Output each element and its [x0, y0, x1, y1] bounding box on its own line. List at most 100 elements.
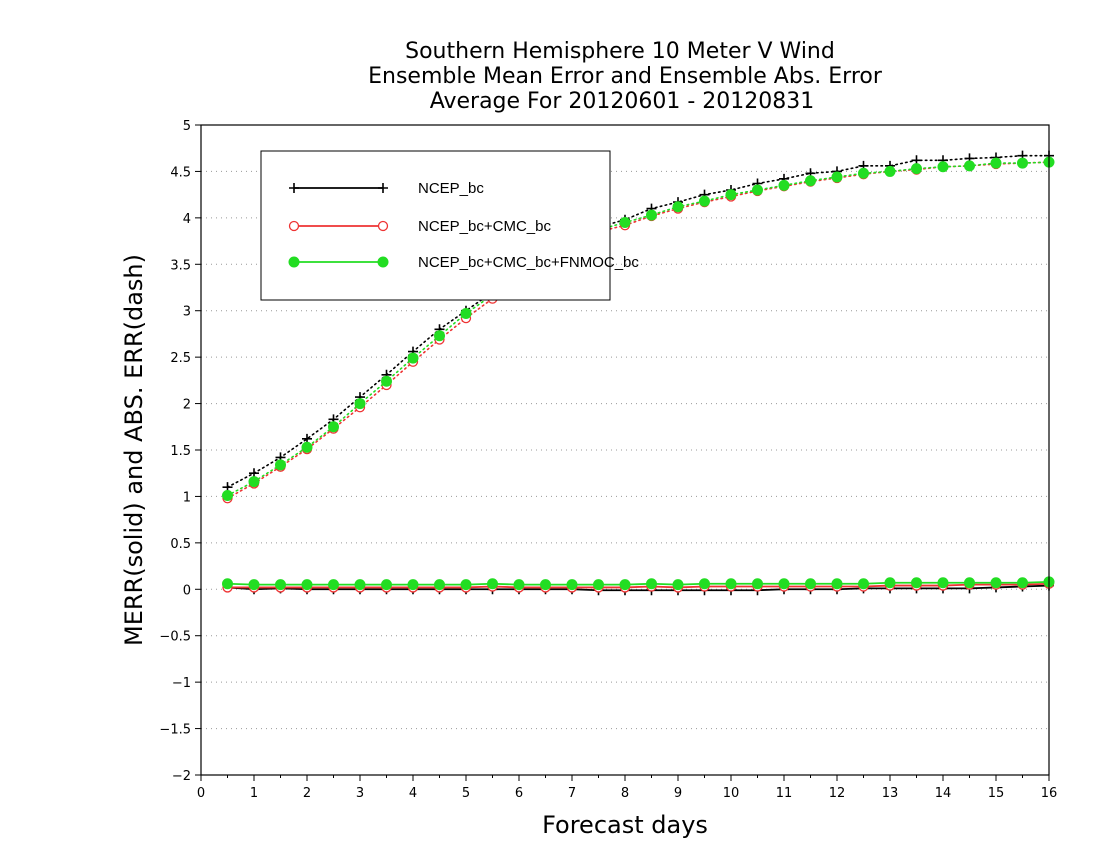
x-tick-label: 15	[988, 786, 1005, 801]
abs-err-point	[778, 179, 790, 191]
x-tick-label: 9	[674, 786, 682, 801]
mean-err-point	[619, 579, 631, 591]
x-tick-label: 5	[462, 786, 470, 801]
mean-err-point	[513, 579, 525, 591]
abs-err-point	[964, 160, 975, 172]
mean-err-point	[646, 578, 657, 590]
x-tick-label: 1	[250, 786, 258, 801]
abs-err-point	[805, 175, 816, 187]
y-tick-label: 0.5	[170, 537, 191, 552]
abs-err-point	[381, 375, 392, 387]
y-tick-label: 3	[183, 305, 191, 320]
mean-err-point	[937, 577, 949, 589]
mean-err-point	[460, 579, 472, 591]
mean-err-point	[1017, 577, 1028, 589]
y-tick-label: −1	[172, 676, 191, 691]
x-tick-label: 4	[409, 786, 417, 801]
legend-label: NCEP_bc	[418, 180, 484, 197]
abs-err-point	[884, 165, 896, 177]
y-tick-label: 3.5	[170, 258, 191, 273]
mean-err-point	[990, 577, 1002, 589]
abs-err-point	[725, 189, 737, 201]
y-tick-label: 2.5	[170, 351, 191, 366]
mean-err-point	[248, 579, 260, 591]
x-tick-label: 6	[515, 786, 523, 801]
abs-err-point	[301, 441, 313, 453]
abs-err-point	[248, 476, 260, 488]
legend-marker	[378, 183, 388, 193]
x-tick-label: 14	[935, 786, 952, 801]
chart-subtitle-2: Average For 20120601 - 20120831	[430, 89, 815, 114]
abs-err-point	[937, 161, 949, 173]
x-tick-label: 13	[882, 786, 899, 801]
abs-err-point	[831, 171, 843, 183]
abs-err-point	[460, 308, 472, 319]
x-tick-label: 7	[568, 786, 576, 801]
x-tick-label: 16	[1041, 786, 1058, 801]
abs-err-point	[619, 217, 631, 228]
x-axis-ticks: 0 1 2 3 4 5 6 7 8 9 10 11 12 13 14 15 16	[197, 775, 1057, 801]
y-tick-label: −2	[172, 769, 191, 784]
y-axis-ticks: −2 −1.5 −1 −0.5 0 0.5 1 1.5 2 2.5 3 3.5 4 4.5 5	[159, 119, 201, 784]
mean-err-point	[566, 579, 578, 591]
mean-err-point	[858, 578, 869, 590]
x-tick-label: 3	[356, 786, 364, 801]
mean-err-point	[540, 579, 551, 591]
mean-err-point	[593, 579, 604, 591]
mean-err-point	[911, 577, 922, 589]
mean-err-point	[725, 578, 737, 590]
mean-err-point	[328, 579, 339, 591]
mean-err-point	[301, 579, 313, 591]
mean-err-point	[699, 578, 710, 590]
y-tick-label: 0	[183, 583, 191, 598]
chart-title: Southern Hemisphere 10 Meter V Wind	[405, 39, 835, 64]
mean-err-point	[805, 578, 816, 590]
y-tick-label: 2	[183, 398, 191, 413]
legend-item: NCEP_bc+CMC_bc	[288, 218, 551, 235]
abs-err-point	[699, 195, 710, 207]
y-tick-label: 1.5	[170, 444, 191, 459]
abs-err-point	[752, 184, 763, 196]
abs-err-point	[222, 490, 233, 501]
x-tick-label: 2	[303, 786, 311, 801]
abs-err-point	[354, 398, 366, 410]
legend-marker	[377, 220, 389, 232]
abs-err-point	[275, 459, 286, 471]
legend-item: NCEP_bc+CMC_bc+FNMOC_bc	[288, 254, 639, 271]
mean-err-point	[964, 577, 975, 589]
legend-item: NCEP_bc	[289, 180, 484, 197]
x-tick-label: 10	[723, 786, 740, 801]
abs-err-point	[646, 209, 657, 221]
y-tick-label: 4	[183, 212, 191, 227]
x-tick-label: 12	[829, 786, 846, 801]
legend-label: NCEP_bc+CMC_bc	[418, 218, 551, 235]
legend-marker	[377, 256, 389, 268]
x-tick-label: 0	[197, 786, 205, 801]
mean-err-point	[487, 578, 498, 590]
x-tick-label: 11	[776, 786, 793, 801]
abs-err-point	[911, 163, 922, 175]
mean-err-line	[227, 580, 1050, 586]
mean-err-point	[434, 579, 445, 591]
x-axis-label: Forecast days	[542, 811, 708, 839]
legend: NCEP_bc NCEP_bc+CMC_bc NCEP_bc+CMC_bc+FNMO…	[260, 150, 639, 301]
series-layer	[222, 150, 1055, 596]
mean-err-point	[381, 579, 392, 591]
y-tick-label: 4.5	[170, 165, 191, 180]
abs-err-point	[672, 201, 684, 213]
y-axis-label: MERR(solid) and ABS. ERR(dash)	[120, 254, 148, 646]
mean-err-point	[831, 578, 843, 590]
abs-err-point	[434, 330, 445, 342]
legend-marker	[288, 220, 300, 232]
mean-err-point	[407, 579, 419, 591]
chart-subtitle: Ensemble Mean Error and Ensemble Abs. Er…	[368, 64, 883, 89]
abs-err-line	[226, 154, 1050, 488]
mean-err-point	[354, 579, 366, 591]
abs-err-point	[1017, 157, 1028, 169]
mean-err-point	[752, 578, 763, 590]
y-tick-label: −1.5	[159, 723, 191, 738]
mean-err-point	[222, 578, 233, 590]
mean-err-point	[884, 577, 896, 589]
y-tick-label: 5	[183, 119, 191, 134]
